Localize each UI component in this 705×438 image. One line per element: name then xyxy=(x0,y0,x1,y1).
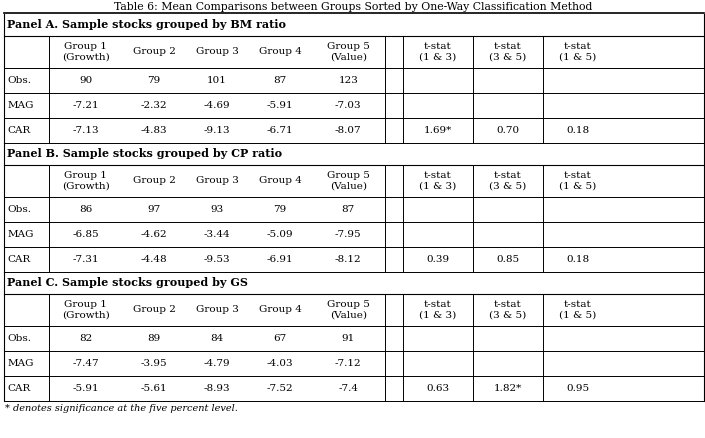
Text: -4.03: -4.03 xyxy=(266,359,293,367)
Text: -7.13: -7.13 xyxy=(73,126,99,134)
Text: -5.61: -5.61 xyxy=(141,384,167,392)
Text: Obs.: Obs. xyxy=(7,205,31,214)
Text: 91: 91 xyxy=(342,334,355,343)
Text: 90: 90 xyxy=(79,76,92,85)
Text: 93: 93 xyxy=(210,205,223,214)
Text: Panel A. Sample stocks grouped by BM ratio: Panel A. Sample stocks grouped by BM rat… xyxy=(7,19,286,30)
Text: 0.95: 0.95 xyxy=(566,384,589,392)
Text: -5.91: -5.91 xyxy=(266,101,293,110)
Text: -6.91: -6.91 xyxy=(266,254,293,264)
Text: -8.93: -8.93 xyxy=(204,384,231,392)
Text: Group 3: Group 3 xyxy=(195,176,238,185)
Text: 101: 101 xyxy=(207,76,227,85)
Text: 86: 86 xyxy=(79,205,92,214)
Text: -7.31: -7.31 xyxy=(73,254,99,264)
Text: Group 2: Group 2 xyxy=(133,47,176,56)
Text: -6.85: -6.85 xyxy=(73,230,99,239)
Text: 87: 87 xyxy=(274,76,287,85)
Text: -8.12: -8.12 xyxy=(335,254,362,264)
Text: -4.83: -4.83 xyxy=(141,126,167,134)
Text: -9.13: -9.13 xyxy=(204,126,231,134)
Text: Obs.: Obs. xyxy=(7,334,31,343)
Text: -4.79: -4.79 xyxy=(204,359,231,367)
Text: 1.82*: 1.82* xyxy=(493,384,522,392)
Text: Group 3: Group 3 xyxy=(195,47,238,56)
Text: -7.21: -7.21 xyxy=(73,101,99,110)
Text: Group 5
(Value): Group 5 (Value) xyxy=(327,300,369,319)
Text: -5.91: -5.91 xyxy=(73,384,99,392)
Text: 0.18: 0.18 xyxy=(566,254,589,264)
Text: -9.53: -9.53 xyxy=(204,254,231,264)
Text: -7.52: -7.52 xyxy=(266,384,293,392)
Text: -4.48: -4.48 xyxy=(141,254,167,264)
Text: 87: 87 xyxy=(342,205,355,214)
Text: Panel B. Sample stocks grouped by CP ratio: Panel B. Sample stocks grouped by CP rat… xyxy=(7,148,282,159)
Text: Group 4: Group 4 xyxy=(259,176,302,185)
Text: -7.95: -7.95 xyxy=(335,230,362,239)
Text: MAG: MAG xyxy=(7,230,34,239)
Text: t-stat
(1 & 5): t-stat (1 & 5) xyxy=(559,42,596,61)
Text: Group 1
(Growth): Group 1 (Growth) xyxy=(62,171,110,191)
Text: Group 4: Group 4 xyxy=(259,305,302,314)
Text: 0.63: 0.63 xyxy=(426,384,449,392)
Text: -2.32: -2.32 xyxy=(141,101,167,110)
Text: -6.71: -6.71 xyxy=(266,126,293,134)
Text: Table 6: Mean Comparisons between Groups Sorted by One-Way Classification Method: Table 6: Mean Comparisons between Groups… xyxy=(114,2,593,12)
Text: t-stat
(1 & 3): t-stat (1 & 3) xyxy=(419,42,456,61)
Text: 1.69*: 1.69* xyxy=(424,126,452,134)
Text: -7.12: -7.12 xyxy=(335,359,362,367)
Text: 0.39: 0.39 xyxy=(426,254,449,264)
Text: CAR: CAR xyxy=(7,384,30,392)
Text: t-stat
(1 & 5): t-stat (1 & 5) xyxy=(559,171,596,191)
Text: -5.09: -5.09 xyxy=(266,230,293,239)
Text: t-stat
(1 & 3): t-stat (1 & 3) xyxy=(419,300,456,319)
Text: Panel C. Sample stocks grouped by GS: Panel C. Sample stocks grouped by GS xyxy=(7,277,248,288)
Text: Group 2: Group 2 xyxy=(133,176,176,185)
Text: t-stat
(1 & 3): t-stat (1 & 3) xyxy=(419,171,456,191)
Text: Group 2: Group 2 xyxy=(133,305,176,314)
Text: Group 3: Group 3 xyxy=(195,305,238,314)
Text: CAR: CAR xyxy=(7,126,30,134)
Text: 67: 67 xyxy=(274,334,287,343)
Text: * denotes significance at the five percent level.: * denotes significance at the five perce… xyxy=(5,404,238,413)
Text: -7.47: -7.47 xyxy=(73,359,99,367)
Text: MAG: MAG xyxy=(7,359,34,367)
Text: -4.69: -4.69 xyxy=(204,101,231,110)
Text: MAG: MAG xyxy=(7,101,34,110)
Text: 0.70: 0.70 xyxy=(496,126,519,134)
Text: -8.07: -8.07 xyxy=(335,126,362,134)
Text: Group 1
(Growth): Group 1 (Growth) xyxy=(62,300,110,319)
Text: t-stat
(3 & 5): t-stat (3 & 5) xyxy=(489,171,526,191)
Text: Group 5
(Value): Group 5 (Value) xyxy=(327,42,369,61)
Text: -3.95: -3.95 xyxy=(141,359,167,367)
Text: 84: 84 xyxy=(210,334,223,343)
Text: 0.18: 0.18 xyxy=(566,126,589,134)
Text: Group 1
(Growth): Group 1 (Growth) xyxy=(62,42,110,61)
Text: -4.62: -4.62 xyxy=(141,230,167,239)
Text: Group 5
(Value): Group 5 (Value) xyxy=(327,171,369,191)
Text: 79: 79 xyxy=(147,76,161,85)
Text: t-stat
(3 & 5): t-stat (3 & 5) xyxy=(489,42,526,61)
Text: CAR: CAR xyxy=(7,254,30,264)
Text: 89: 89 xyxy=(147,334,161,343)
Text: -7.03: -7.03 xyxy=(335,101,362,110)
Text: 82: 82 xyxy=(79,334,92,343)
Text: 123: 123 xyxy=(338,76,358,85)
Text: Obs.: Obs. xyxy=(7,76,31,85)
Text: Group 4: Group 4 xyxy=(259,47,302,56)
Text: 0.85: 0.85 xyxy=(496,254,519,264)
Text: 97: 97 xyxy=(147,205,161,214)
Text: -3.44: -3.44 xyxy=(204,230,231,239)
Text: 79: 79 xyxy=(274,205,287,214)
Text: -7.4: -7.4 xyxy=(338,384,358,392)
Text: t-stat
(1 & 5): t-stat (1 & 5) xyxy=(559,300,596,319)
Text: t-stat
(3 & 5): t-stat (3 & 5) xyxy=(489,300,526,319)
